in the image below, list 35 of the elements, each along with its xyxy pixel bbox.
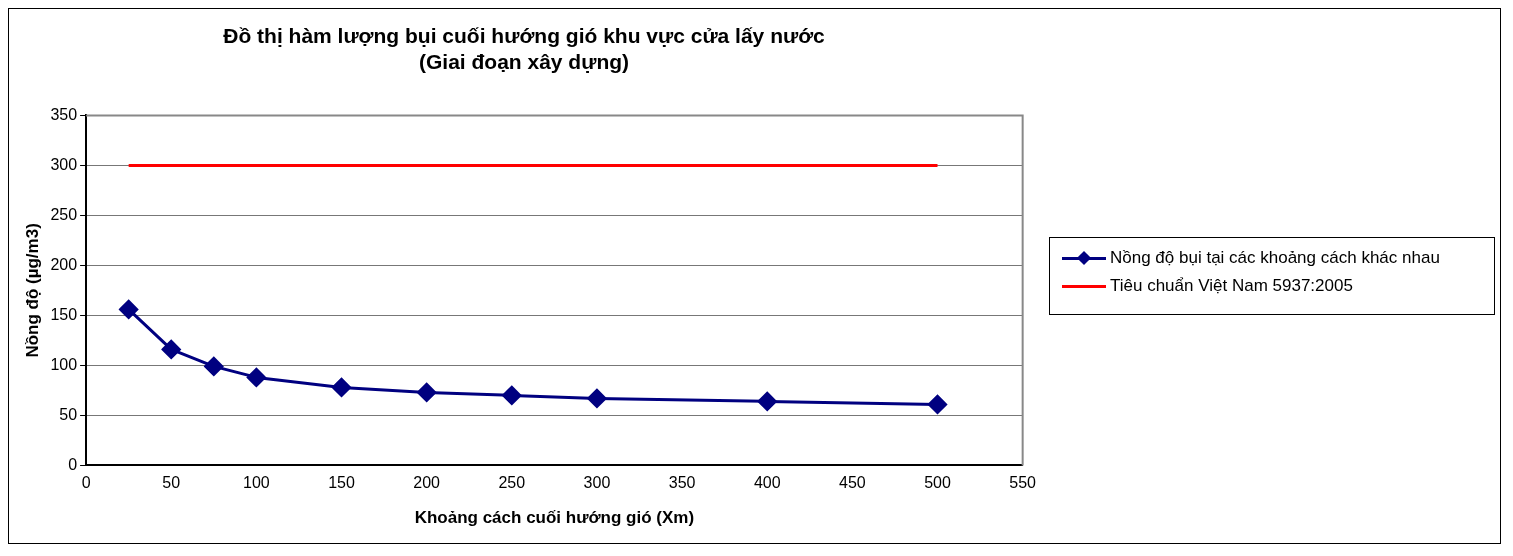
x-tick-label: 500 <box>924 474 951 492</box>
y-tick-label: 0 <box>68 455 78 473</box>
point <box>204 356 224 376</box>
x-tick-label: 550 <box>1009 474 1037 492</box>
x-tick-label: 400 <box>753 474 781 492</box>
point <box>928 394 948 414</box>
y-axis-title: Nồng độ (µg/m3) <box>22 223 42 358</box>
x-tick-label: 350 <box>668 474 696 492</box>
x-tick-label: 450 <box>839 474 866 492</box>
point <box>161 339 181 359</box>
y-tick-label: 200 <box>50 255 78 273</box>
x-tick-label: 100 <box>243 474 270 492</box>
x-tick-label: 50 <box>162 474 181 492</box>
x-tick-label: 200 <box>413 474 441 492</box>
y-tick-label: 300 <box>50 155 78 173</box>
legend-label: Tiêu chuẩn Việt Nam 5937:2005 <box>1110 276 1353 296</box>
point <box>757 391 777 411</box>
y-tick-label: 350 <box>50 105 78 123</box>
y-tick-label: 100 <box>50 355 78 373</box>
point <box>119 299 139 319</box>
x-tick-label: 300 <box>583 474 611 492</box>
x-tick-label: 0 <box>81 474 91 492</box>
point <box>417 382 437 402</box>
y-tick-label: 50 <box>59 405 78 423</box>
x-axis-title: Khoảng cách cuối hướng gió (Xm) <box>414 508 695 528</box>
x-tick-label: 250 <box>498 474 526 492</box>
x-tick-label: 150 <box>328 474 355 492</box>
point <box>332 377 352 397</box>
y-tick-label: 150 <box>50 305 78 323</box>
chart-title: Đồ thị hàm lượng bụi cuối hướng gió khu vực cửa lấy nước (Giai đoạn xây dựng) <box>223 24 826 73</box>
point <box>246 367 266 387</box>
point <box>587 388 607 408</box>
legend-label: Nồng độ bụi tại các khoảng cách khác nhau <box>1110 248 1440 268</box>
y-tick-label: 250 <box>50 205 78 223</box>
point <box>502 385 522 405</box>
